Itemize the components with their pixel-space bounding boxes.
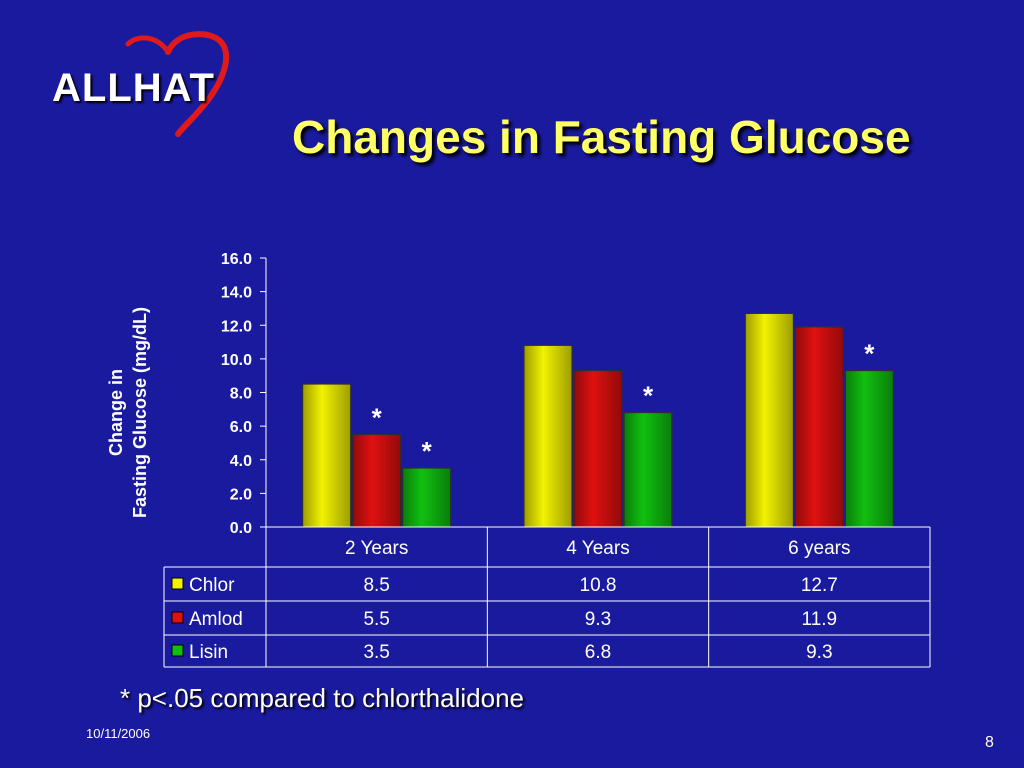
bar-shading [624, 412, 672, 527]
bar-shading [302, 384, 351, 527]
data-label: 8.5 [363, 575, 389, 596]
category-label: 2 Years [345, 538, 408, 559]
legend-label: Chlor [189, 575, 235, 596]
legend-swatch-amlod [171, 611, 184, 624]
category-label: 4 Years [566, 538, 629, 559]
y-tick-label: 6.0 [230, 419, 252, 436]
data-label: 11.9 [802, 609, 838, 630]
bar-shading [524, 345, 572, 527]
y-tick-label: 8.0 [230, 386, 252, 403]
category-label: 6 years [788, 538, 850, 559]
y-tick-label: 10.0 [221, 352, 252, 369]
legend-label: Lisin [189, 642, 228, 663]
allhat-logo-text: ALLHAT [52, 66, 215, 110]
significance-marker: * [422, 436, 433, 466]
slide-title: Changes in Fasting Glucose [292, 111, 911, 163]
bar-shading [574, 370, 622, 527]
bar-shading [795, 326, 844, 527]
data-label: 9.3 [585, 609, 611, 630]
y-tick-label: 12.0 [221, 318, 252, 335]
data-label: 5.5 [363, 609, 389, 630]
y-tick-label: 14.0 [221, 285, 252, 302]
data-label: 9.3 [806, 642, 832, 663]
y-axis-title: Change in [106, 369, 126, 456]
significance-marker: * [372, 403, 383, 433]
data-label: 10.8 [580, 575, 617, 596]
legend-swatch-chlor [171, 577, 184, 590]
y-tick-label: 2.0 [230, 486, 252, 503]
significance-footnote: * p<.05 compared to chlorthalidone [120, 683, 524, 713]
legend-label: Amlod [189, 609, 243, 630]
slide-date: 10/11/2006 [86, 726, 151, 741]
bar-shading [352, 434, 401, 527]
legend-swatch-lisin [171, 644, 184, 657]
bar-shading [402, 468, 451, 527]
y-axis-title: Fasting Glucose (mg/dL) [130, 307, 150, 518]
y-tick-label: 4.0 [230, 453, 252, 470]
page-number: 8 [985, 734, 994, 751]
data-label: 3.5 [363, 642, 389, 663]
significance-marker: * [643, 381, 654, 411]
y-tick-label: 0.0 [230, 520, 252, 537]
bar-shading [845, 370, 894, 527]
y-tick-label: 16.0 [221, 251, 252, 268]
data-label: 12.7 [801, 575, 838, 596]
allhat-logo-heart [125, 31, 229, 137]
bar-shading [745, 313, 794, 527]
significance-marker: * [864, 339, 875, 369]
data-label: 6.8 [585, 642, 611, 663]
